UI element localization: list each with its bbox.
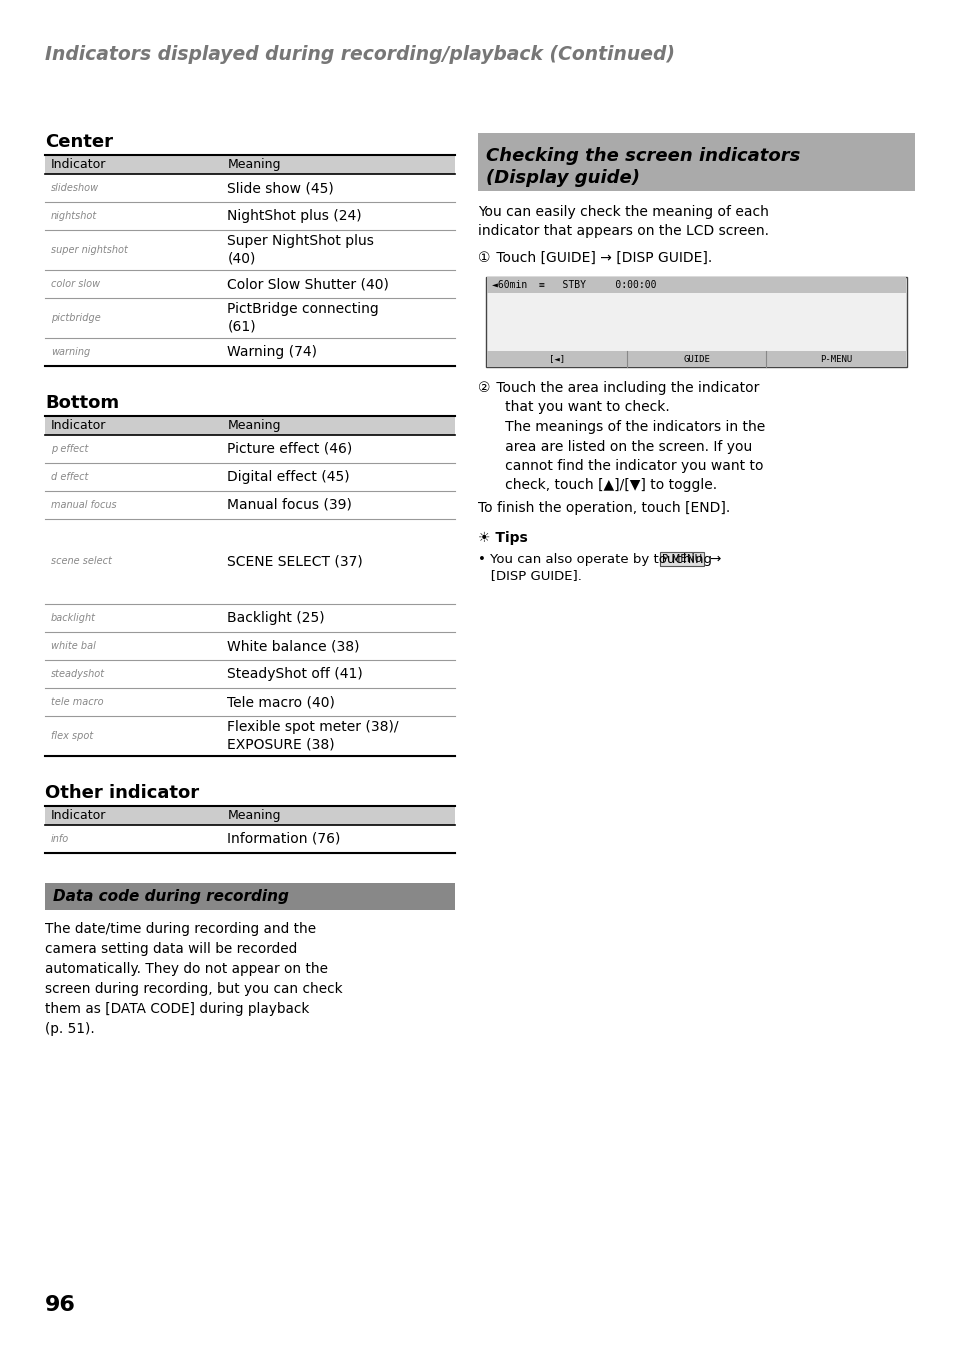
Bar [45, 155, 455, 174]
Text: The date/time during recording and the
camera setting data will be recorded
auto: The date/time during recording and the c… [45, 921, 342, 1037]
Text: NightShot plus (24): NightShot plus (24) [227, 209, 361, 223]
Bar [485, 277, 906, 366]
Text: nightshot: nightshot [51, 210, 97, 221]
Text: P MENU: P MENU [661, 554, 701, 565]
Text: scene select: scene select [51, 556, 112, 566]
Text: Indicators displayed during recording/playback (Continued): Indicators displayed during recording/pl… [45, 45, 675, 64]
Bar [45, 417, 455, 436]
Text: p effect: p effect [51, 444, 89, 455]
Bar [45, 806, 455, 825]
Text: backlight: backlight [51, 613, 96, 623]
Text: flex spot: flex spot [51, 731, 93, 741]
Text: You can easily check the meaning of each
indicator that appears on the LCD scree: You can easily check the meaning of each… [477, 205, 768, 239]
Text: SteadyShot off (41): SteadyShot off (41) [227, 668, 363, 681]
Text: To finish the operation, touch [END].: To finish the operation, touch [END]. [477, 501, 729, 516]
Text: ①: ① [477, 251, 490, 265]
Text: Touch the area including the indicator
   that you want to check.
   The meaning: Touch the area including the indicator t… [492, 381, 764, 493]
Bar [659, 552, 703, 566]
Text: Digital effect (45): Digital effect (45) [227, 470, 350, 484]
Text: White balance (38): White balance (38) [227, 639, 359, 653]
Text: [DISP GUIDE].: [DISP GUIDE]. [477, 569, 581, 582]
Text: Meaning: Meaning [227, 419, 280, 432]
Text: Slide show (45): Slide show (45) [227, 180, 334, 195]
Text: Picture effect (46): Picture effect (46) [227, 442, 353, 456]
Text: tele macro: tele macro [51, 697, 104, 707]
Text: Meaning: Meaning [227, 157, 280, 171]
Text: ☀ Tips: ☀ Tips [477, 531, 527, 546]
Text: Indicator: Indicator [51, 419, 107, 432]
Text: Tele macro (40): Tele macro (40) [227, 695, 335, 708]
Text: Manual focus (39): Manual focus (39) [227, 498, 352, 512]
Text: pictbridge: pictbridge [51, 313, 101, 323]
Text: • You can also operate by touching: • You can also operate by touching [477, 554, 716, 566]
Text: steadyshot: steadyshot [51, 669, 105, 678]
Text: P-MENU: P-MENU [820, 354, 851, 364]
Text: super nightshot: super nightshot [51, 246, 128, 255]
Text: [◄]: [◄] [548, 354, 564, 364]
Bar [486, 351, 905, 366]
Text: SCENE SELECT (37): SCENE SELECT (37) [227, 555, 363, 569]
Text: Center: Center [45, 133, 112, 151]
Text: Indicator: Indicator [51, 809, 107, 822]
Text: ◄60min  ≡   STBY     0:00:00: ◄60min ≡ STBY 0:00:00 [492, 280, 656, 290]
Text: slideshow: slideshow [51, 183, 99, 193]
Text: manual focus: manual focus [51, 499, 116, 510]
Text: Checking the screen indicators: Checking the screen indicators [485, 147, 800, 166]
Text: color slow: color slow [51, 280, 100, 289]
Text: info: info [51, 835, 70, 844]
Text: Information (76): Information (76) [227, 832, 340, 845]
Bar [45, 883, 455, 911]
Text: Indicator: Indicator [51, 157, 107, 171]
Text: Backlight (25): Backlight (25) [227, 611, 325, 626]
Bar [477, 133, 914, 191]
Text: Warning (74): Warning (74) [227, 345, 317, 360]
Text: PictBridge connecting
(61): PictBridge connecting (61) [227, 303, 378, 334]
Text: Color Slow Shutter (40): Color Slow Shutter (40) [227, 277, 389, 290]
Text: d effect: d effect [51, 472, 89, 482]
Text: Meaning: Meaning [227, 809, 280, 822]
Text: ②: ② [477, 381, 490, 395]
Text: Bottom: Bottom [45, 394, 119, 413]
Text: Flexible spot meter (38)/
EXPOSURE (38): Flexible spot meter (38)/ EXPOSURE (38) [227, 721, 398, 752]
Bar [486, 277, 905, 293]
Text: →: → [705, 554, 720, 566]
Text: Data code during recording: Data code during recording [53, 889, 289, 904]
Text: warning: warning [51, 347, 91, 357]
Text: (Display guide): (Display guide) [485, 170, 639, 187]
Text: Other indicator: Other indicator [45, 784, 199, 802]
Text: GUIDE: GUIDE [682, 354, 709, 364]
Text: white bal: white bal [51, 641, 95, 651]
Text: Super NightShot plus
(40): Super NightShot plus (40) [227, 233, 374, 266]
Text: Touch [GUIDE] → [DISP GUIDE].: Touch [GUIDE] → [DISP GUIDE]. [492, 251, 712, 265]
Text: 96: 96 [45, 1295, 76, 1315]
